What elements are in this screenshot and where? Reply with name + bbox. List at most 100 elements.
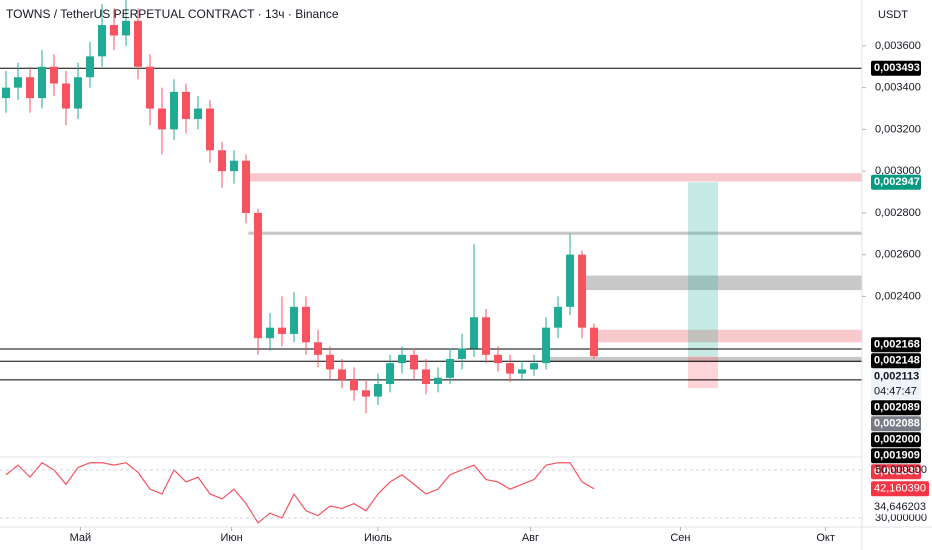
price-label-bg bbox=[871, 369, 921, 400]
y-tick-label: 0,003200 bbox=[875, 123, 921, 135]
candle-body bbox=[470, 317, 479, 349]
candle-body bbox=[338, 369, 347, 380]
zone bbox=[544, 356, 862, 363]
candle-body bbox=[14, 77, 23, 88]
zone bbox=[590, 329, 862, 343]
candle-body bbox=[98, 25, 107, 57]
chart-title: TOWNS / TetherUS PERPETUAL CONTRACT · 13… bbox=[6, 7, 339, 21]
rsi-label: 34,646203 bbox=[874, 501, 926, 513]
candle-body bbox=[326, 354, 335, 370]
price-label: 0,002148 bbox=[874, 355, 920, 367]
candle-body bbox=[170, 91, 179, 130]
currency: USDT bbox=[878, 9, 908, 21]
candle-body bbox=[350, 379, 359, 391]
price-label-bg bbox=[871, 353, 921, 369]
candle-body bbox=[38, 66, 47, 99]
candle-body bbox=[506, 363, 515, 374]
rsi-label: 42,160390 bbox=[874, 483, 926, 495]
candle-body bbox=[146, 66, 155, 109]
price-label: 0,002000 bbox=[874, 434, 920, 446]
price-label-bg bbox=[871, 60, 921, 76]
candle-body bbox=[134, 20, 143, 67]
zone bbox=[248, 231, 863, 235]
price-label: 0,003493 bbox=[874, 62, 920, 74]
candle-body bbox=[182, 91, 191, 119]
x-tick-label: Сен bbox=[670, 532, 690, 544]
rsi-tick-label: 50,000000 bbox=[875, 464, 927, 476]
price-label-bg bbox=[871, 432, 921, 448]
price-label-bg bbox=[871, 448, 921, 464]
y-tick-label: 0,003600 bbox=[875, 40, 921, 52]
y-tick-label: 0,003400 bbox=[875, 82, 921, 94]
candle-body bbox=[398, 354, 407, 364]
candle-body bbox=[194, 108, 203, 119]
candle-body bbox=[230, 160, 239, 172]
price-label-bg bbox=[871, 416, 921, 432]
price-label: 0,001909 bbox=[874, 450, 920, 462]
candle-body bbox=[254, 212, 263, 339]
candle-body bbox=[578, 254, 587, 328]
price-label: 0,002088 bbox=[874, 418, 920, 430]
countdown: 04:47:47 bbox=[874, 386, 917, 398]
price-label: 0,002089 bbox=[874, 402, 920, 414]
rsi-label-bg bbox=[871, 481, 929, 497]
candle-body bbox=[494, 354, 503, 364]
candle-body bbox=[446, 358, 455, 378]
candle-body bbox=[110, 25, 119, 36]
candle-body bbox=[62, 83, 71, 109]
candle-body bbox=[278, 327, 287, 334]
candle-body bbox=[410, 354, 419, 370]
candle-body bbox=[434, 377, 443, 385]
price-label-bg bbox=[871, 174, 921, 190]
x-tick-label: Июн bbox=[220, 532, 242, 544]
candle-body bbox=[566, 254, 575, 307]
candle-body bbox=[422, 369, 431, 385]
candle-body bbox=[554, 306, 563, 328]
candle-body bbox=[122, 20, 131, 36]
candle-body bbox=[86, 56, 95, 78]
candle-body bbox=[26, 77, 35, 99]
price-label: 0,002168 bbox=[874, 339, 920, 351]
candle-body bbox=[218, 150, 227, 172]
x-tick-label: Окт bbox=[816, 532, 835, 544]
zone bbox=[579, 275, 862, 291]
y-tick-label: 0,003000 bbox=[875, 165, 921, 177]
candle-body bbox=[74, 77, 83, 109]
candle-body bbox=[314, 342, 323, 355]
candle-body bbox=[458, 348, 467, 359]
price-label: 0,002113 bbox=[874, 371, 919, 383]
candle-body bbox=[518, 369, 527, 374]
y-tick-label: 0,002800 bbox=[875, 207, 921, 219]
price-label-bg bbox=[871, 337, 921, 353]
candle-body bbox=[290, 306, 299, 334]
candle-body bbox=[362, 390, 371, 397]
candle-body bbox=[590, 327, 599, 357]
candle-body bbox=[530, 363, 539, 370]
candle-body bbox=[242, 160, 251, 213]
rsi-tick-label: 30,000000 bbox=[875, 512, 927, 524]
y-tick-label: 0,002600 bbox=[875, 249, 921, 261]
rsi-label-bg bbox=[871, 499, 929, 515]
candle-body bbox=[542, 327, 551, 364]
x-tick-label: Авг bbox=[522, 532, 539, 544]
candle-body bbox=[206, 108, 215, 151]
price-label: 0,002947 bbox=[874, 176, 920, 188]
candle-body bbox=[50, 66, 59, 84]
rsi-line bbox=[5, 461, 595, 524]
candle-body bbox=[158, 108, 167, 130]
position-profit bbox=[687, 182, 718, 357]
candle-body bbox=[386, 363, 395, 385]
candle-body bbox=[302, 306, 311, 343]
x-tick-label: Май bbox=[70, 532, 92, 544]
y-tick-label: 0,002400 bbox=[875, 290, 921, 302]
x-tick-label: Июль bbox=[364, 532, 392, 544]
candle-body bbox=[482, 317, 491, 355]
price-label-bg bbox=[871, 464, 921, 480]
candle-body bbox=[266, 327, 275, 339]
price-label: 0,001839 bbox=[874, 466, 920, 478]
candle-body bbox=[2, 87, 11, 99]
candle-body bbox=[374, 384, 383, 397]
